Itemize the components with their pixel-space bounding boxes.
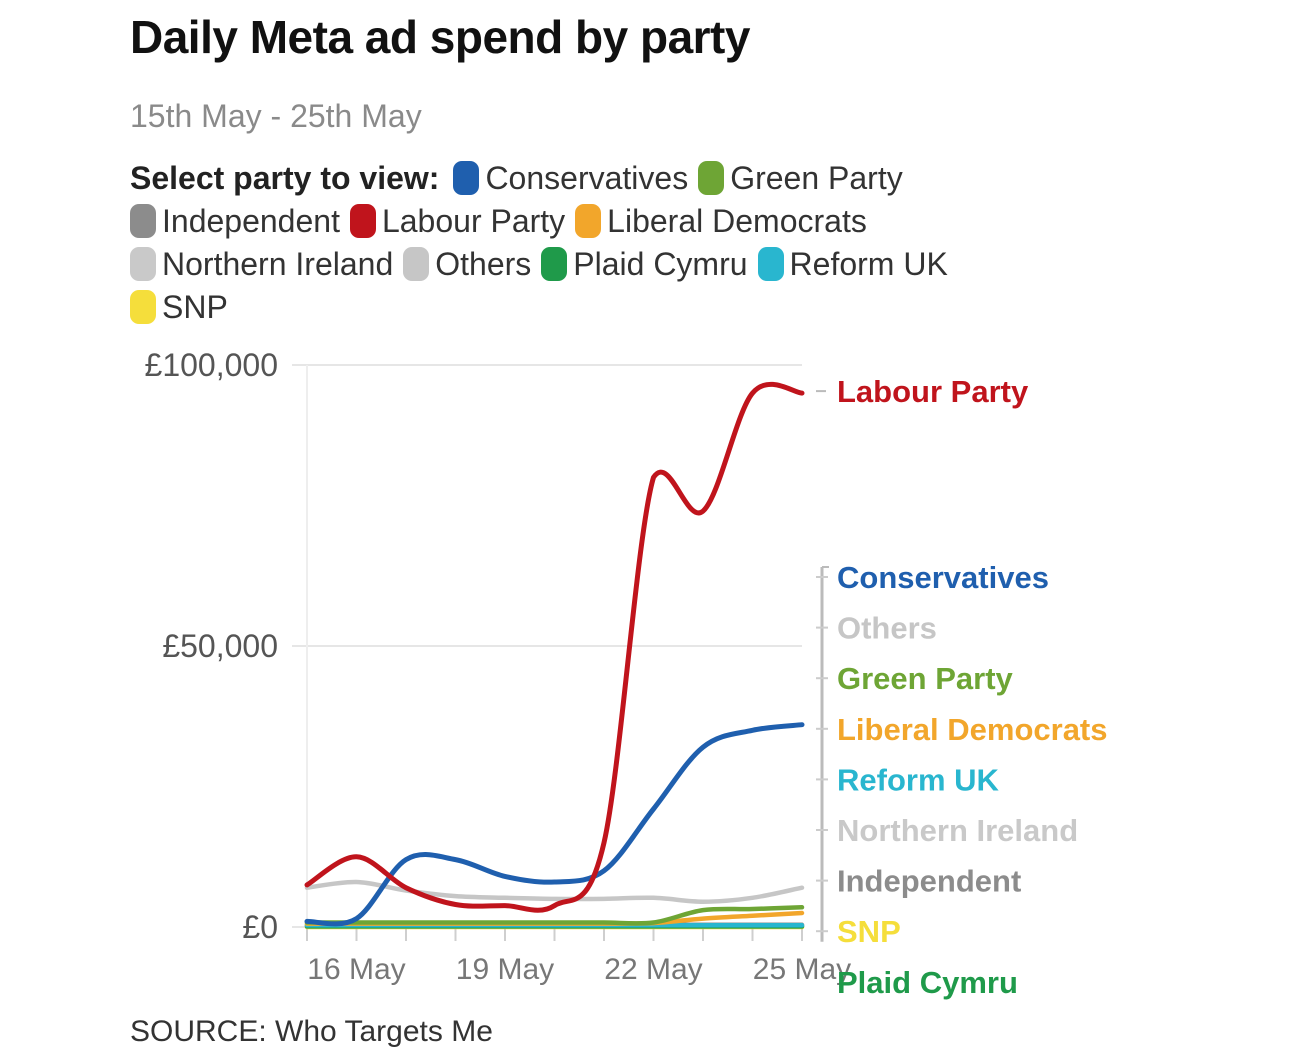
end-label-conservatives: Conservatives	[837, 560, 1049, 595]
legend-swatch-northern-ireland	[130, 247, 156, 281]
legend-label-conservatives: Conservatives	[485, 160, 689, 196]
legend-label-reform-uk: Reform UK	[789, 246, 948, 282]
legend-label-plaid-cymru: Plaid Cymru	[573, 246, 748, 282]
legend-item-conservatives[interactable]: Conservatives	[453, 157, 688, 200]
end-label-reform-uk: Reform UK	[837, 762, 1000, 797]
x-tick-label: 19 May	[456, 953, 554, 986]
legend-label: Select party to view:	[130, 160, 440, 196]
y-tick-label: £0	[242, 909, 278, 945]
legend-label-independent: Independent	[162, 203, 340, 239]
y-tick-label: £100,000	[145, 347, 278, 383]
legend-label-labour-party: Labour Party	[381, 203, 566, 239]
end-label-northern-ireland: Northern Ireland	[837, 813, 1078, 848]
series-line-labour-party	[304, 381, 805, 913]
end-label-liberal-democrats: Liberal Democrats	[837, 712, 1108, 747]
legend-item-independent[interactable]: Independent	[130, 200, 340, 243]
legend-label-snp: SNP	[162, 289, 228, 325]
legend-swatch-labour-party	[349, 204, 376, 238]
legend-item-green-party[interactable]: Green Party	[698, 157, 903, 200]
legend-swatch-green-party	[698, 161, 725, 195]
end-label-others: Others	[837, 611, 937, 646]
source-note: SOURCE: Who Targets Me	[130, 1015, 493, 1048]
legend-item-snp[interactable]: SNP	[130, 286, 228, 329]
chart-subtitle: 15th May - 25th May	[130, 98, 422, 134]
chart-title: Daily Meta ad spend by party	[130, 11, 750, 63]
end-label-green-party: Green Party	[837, 661, 1014, 696]
x-tick-label: 16 May	[307, 953, 405, 986]
legend-item-plaid-cymru[interactable]: Plaid Cymru	[541, 243, 748, 286]
legend-item-labour-party[interactable]: Labour Party	[349, 200, 566, 243]
legend-item-liberal-democrats[interactable]: Liberal Democrats	[575, 200, 867, 243]
series-line-conservatives	[304, 722, 805, 927]
legend-swatch-reform-uk	[757, 247, 784, 281]
end-label-plaid-cymru: Plaid Cymru	[837, 965, 1018, 1000]
legend-swatch-plaid-cymru	[541, 247, 568, 281]
end-label-labour-party: Labour Party	[837, 374, 1029, 409]
series-line-green-party	[304, 905, 805, 926]
series-line-others	[304, 879, 805, 904]
legend-swatch-snp	[130, 290, 156, 324]
legend-swatch-liberal-democrats	[575, 204, 602, 238]
party-legend: Select party to view: Conservatives Green …	[130, 157, 1050, 329]
legend-item-northern-ireland[interactable]: Northern Ireland	[130, 243, 393, 286]
legend-swatch-independent	[130, 204, 156, 238]
legend-label-green-party: Green Party	[730, 160, 903, 196]
y-tick-label: £50,000	[162, 628, 278, 664]
legend-swatch-conservatives	[453, 161, 480, 195]
x-tick-label: 25 May	[753, 953, 851, 986]
legend-label-northern-ireland: Northern Ireland	[162, 246, 394, 282]
x-tick-label: 22 May	[604, 953, 702, 986]
legend-item-reform-uk[interactable]: Reform UK	[757, 243, 948, 286]
legend-label-others: Others	[435, 246, 532, 282]
legend-swatch-others	[403, 247, 430, 281]
end-label-snp: SNP	[837, 914, 901, 949]
legend-label-liberal-democrats: Liberal Democrats	[607, 203, 867, 239]
legend-item-others[interactable]: Others	[403, 243, 531, 286]
end-label-independent: Independent	[837, 864, 1021, 899]
